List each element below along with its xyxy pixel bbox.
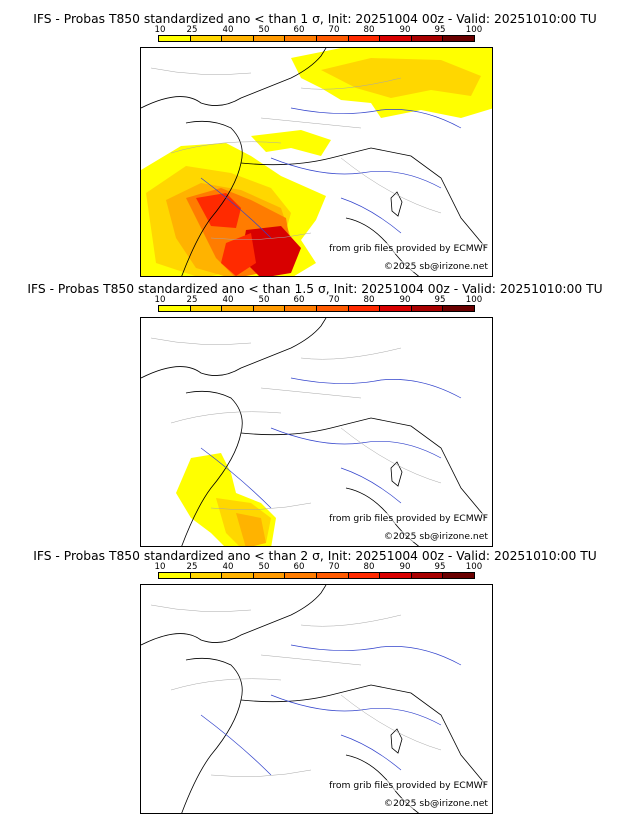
copyright-credit: ©2025 sb@irizone.net	[383, 531, 488, 542]
scale-swatch	[190, 306, 223, 311]
admin-lines	[150, 337, 442, 510]
scale-swatch	[411, 573, 444, 578]
scale-tick: 50	[258, 295, 270, 305]
rivers	[200, 644, 462, 776]
data-source-credit: from grib files provided by ECMWF	[329, 513, 488, 524]
scale-tick: 40	[222, 562, 234, 572]
scale-tick: 90	[399, 295, 411, 305]
scale-swatch	[443, 573, 474, 578]
scale-tick: 80	[363, 295, 375, 305]
scale-swatch	[380, 573, 412, 578]
scale-tick: 100	[465, 562, 483, 572]
scale-tick: 80	[363, 25, 375, 35]
scale-swatch	[380, 306, 412, 311]
scale-swatch	[159, 36, 191, 41]
scale-tick: 70	[328, 295, 340, 305]
scale-swatch	[380, 36, 412, 41]
scale-swatch	[285, 36, 317, 41]
scale-tick: 70	[328, 25, 340, 35]
scale-swatch	[159, 573, 191, 578]
scale-tick: 60	[293, 25, 305, 35]
scale-swatch	[285, 573, 317, 578]
scale-swatch	[190, 36, 223, 41]
scale-swatch	[316, 573, 349, 578]
scale-swatch	[190, 573, 223, 578]
scale-tick: 10	[154, 562, 166, 572]
color-scale-bar	[158, 35, 475, 42]
probability-field	[141, 48, 492, 276]
scale-tick: 100	[465, 25, 483, 35]
coastline-borders	[141, 48, 487, 276]
scale-swatch	[253, 306, 286, 311]
scale-swatch	[285, 306, 317, 311]
panel-title: IFS - Probas T850 standardized ano < tha…	[33, 12, 597, 26]
scale-tick: 10	[154, 25, 166, 35]
map-frame: from grib files provided by ECMWF ©2025 …	[140, 584, 493, 814]
scale-tick: 25	[186, 25, 198, 35]
data-source-credit: from grib files provided by ECMWF	[329, 780, 488, 791]
color-scale-labels: 10 25 40 50 60 70 80 90 95 100	[154, 25, 483, 35]
scale-tick: 60	[293, 295, 305, 305]
probability-field	[176, 453, 276, 546]
scale-tick: 60	[293, 562, 305, 572]
rivers	[200, 377, 462, 509]
scale-swatch	[253, 573, 286, 578]
scale-tick: 80	[363, 562, 375, 572]
color-scale-bar	[158, 305, 475, 312]
scale-swatch	[411, 306, 444, 311]
scale-tick: 100	[465, 295, 483, 305]
scale-tick: 40	[222, 295, 234, 305]
scale-swatch	[348, 573, 381, 578]
scale-tick: 25	[186, 562, 198, 572]
scale-swatch	[222, 573, 254, 578]
scale-tick: 10	[154, 295, 166, 305]
data-source-credit: from grib files provided by ECMWF	[329, 243, 488, 254]
scale-tick: 25	[186, 295, 198, 305]
scale-swatch	[253, 36, 286, 41]
scale-tick: 95	[434, 25, 446, 35]
scale-swatch	[222, 306, 254, 311]
color-scale-labels: 10 25 40 50 60 70 80 90 95 100	[154, 562, 483, 572]
map-frame: from grib files provided by ECMWF ©2025 …	[140, 47, 493, 277]
copyright-credit: ©2025 sb@irizone.net	[383, 798, 488, 809]
scale-swatch	[316, 306, 349, 311]
admin-lines	[150, 67, 442, 240]
panel-title: IFS - Probas T850 standardized ano < tha…	[33, 549, 597, 563]
copyright-credit: ©2025 sb@irizone.net	[383, 261, 488, 272]
scale-swatch	[411, 36, 444, 41]
map-frame: from grib files provided by ECMWF ©2025 …	[140, 317, 493, 547]
scale-tick: 90	[399, 562, 411, 572]
scale-tick: 40	[222, 25, 234, 35]
panel-title: IFS - Probas T850 standardized ano < tha…	[27, 282, 603, 296]
scale-tick: 50	[258, 562, 270, 572]
admin-lines	[150, 604, 442, 777]
scale-swatch	[316, 36, 349, 41]
scale-tick: 50	[258, 25, 270, 35]
scale-swatch	[348, 306, 381, 311]
scale-swatch	[443, 36, 474, 41]
map-svg	[141, 48, 492, 276]
color-scale-bar	[158, 572, 475, 579]
scale-swatch	[443, 306, 474, 311]
scale-tick: 95	[434, 295, 446, 305]
map-panel-3: IFS - Probas T850 standardized ano < tha…	[0, 549, 630, 819]
map-panel-1: IFS - Probas T850 standardized ano < tha…	[0, 12, 630, 282]
scale-swatch	[348, 36, 381, 41]
scale-tick: 70	[328, 562, 340, 572]
color-scale-labels: 10 25 40 50 60 70 80 90 95 100	[154, 295, 483, 305]
scale-tick: 95	[434, 562, 446, 572]
scale-tick: 90	[399, 25, 411, 35]
scale-swatch	[222, 36, 254, 41]
rivers	[200, 107, 462, 239]
map-panel-2: IFS - Probas T850 standardized ano < tha…	[0, 282, 630, 552]
map-svg	[141, 318, 487, 546]
scale-swatch	[159, 306, 191, 311]
